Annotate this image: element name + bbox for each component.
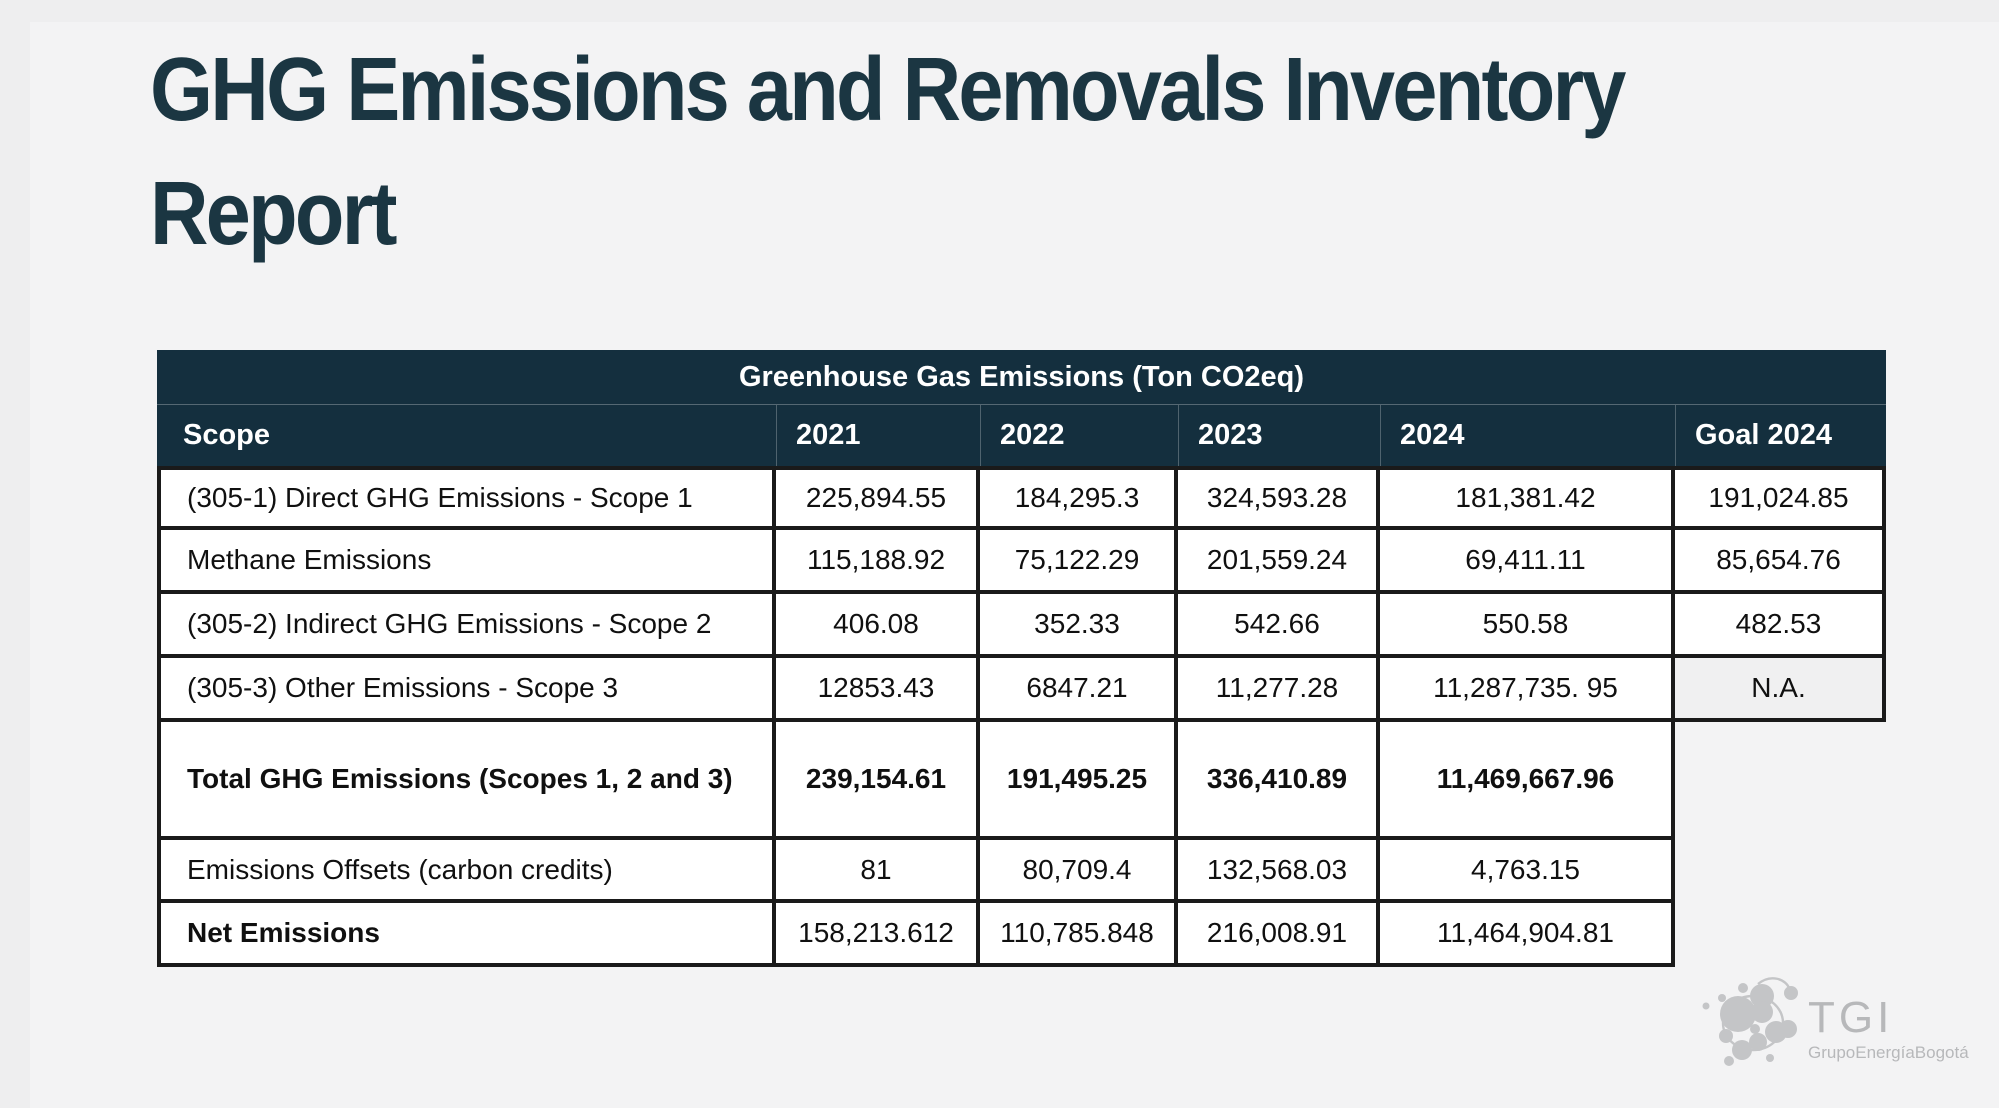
table-row-scope2: (305-2) Indirect GHG Emissions - Scope 2… xyxy=(157,594,1886,658)
cell-2023: 336,410.89 xyxy=(1178,722,1380,840)
cell-2024: 11,287,735. 95 xyxy=(1380,658,1675,722)
cell-2022: 191,495.25 xyxy=(980,722,1178,840)
column-header-2024: 2024 xyxy=(1380,405,1675,466)
cell-2022: 80,709.4 xyxy=(980,840,1178,903)
cell-2022: 6847.21 xyxy=(980,658,1178,722)
cell-2023: 132,568.03 xyxy=(1178,840,1380,903)
row-label: (305-2) Indirect GHG Emissions - Scope 2 xyxy=(157,594,776,658)
row-label: Net Emissions xyxy=(157,903,776,967)
table-row-scope3: (305-3) Other Emissions - Scope 3 12853.… xyxy=(157,658,1886,722)
column-header-2023: 2023 xyxy=(1178,405,1380,466)
cell-2021: 12853.43 xyxy=(776,658,980,722)
column-header-2021: 2021 xyxy=(776,405,980,466)
row-label: Total GHG Emissions (Scopes 1, 2 and 3) xyxy=(157,722,776,840)
cell-goal: 191,024.85 xyxy=(1675,466,1886,530)
cell-2022: 352.33 xyxy=(980,594,1178,658)
cell-goal-na: N.A. xyxy=(1675,658,1886,722)
cell-2024: 181,381.42 xyxy=(1380,466,1675,530)
cell-2024: 69,411.11 xyxy=(1380,530,1675,594)
table-row-offsets: Emissions Offsets (carbon credits) 81 80… xyxy=(157,840,1886,903)
cell-2023: 201,559.24 xyxy=(1178,530,1380,594)
cell-2024: 11,469,667.96 xyxy=(1380,722,1675,840)
tgi-logo: TGI GrupoEnergíaBogotá xyxy=(1698,962,1969,1082)
cell-goal: 85,654.76 xyxy=(1675,530,1886,594)
page-title: GHG Emissions and Removals Inventory Rep… xyxy=(150,40,1626,265)
column-header-2022: 2022 xyxy=(980,405,1178,466)
table-row-net: Net Emissions 158,213.612 110,785.848 21… xyxy=(157,903,1886,967)
emissions-table: Greenhouse Gas Emissions (Ton CO2eq) Sco… xyxy=(157,350,1886,967)
cell-2023: 11,277.28 xyxy=(1178,658,1380,722)
cell-2021: 158,213.612 xyxy=(776,903,980,967)
cell-2023: 216,008.91 xyxy=(1178,903,1380,967)
table-header-row: Scope 2021 2022 2023 2024 Goal 2024 xyxy=(157,404,1886,466)
cell-2022: 75,122.29 xyxy=(980,530,1178,594)
logo-name: TGI xyxy=(1808,992,1894,1042)
table-row-total: Total GHG Emissions (Scopes 1, 2 and 3) … xyxy=(157,722,1886,840)
cell-2022: 184,295.3 xyxy=(980,466,1178,530)
cell-goal: 482.53 xyxy=(1675,594,1886,658)
logo-subtitle: GrupoEnergíaBogotá xyxy=(1808,1043,1969,1063)
table-title: Greenhouse Gas Emissions (Ton CO2eq) xyxy=(157,350,1886,404)
cell-2024: 11,464,904.81 xyxy=(1380,903,1675,967)
row-label: (305-3) Other Emissions - Scope 3 xyxy=(157,658,776,722)
column-header-goal-2024: Goal 2024 xyxy=(1675,405,1886,466)
table-row-scope1: (305-1) Direct GHG Emissions - Scope 1 2… xyxy=(157,466,1886,530)
table-row-methane: Methane Emissions 115,188.92 75,122.29 2… xyxy=(157,530,1886,594)
cell-2021: 115,188.92 xyxy=(776,530,980,594)
cell-2023: 324,593.28 xyxy=(1178,466,1380,530)
cell-2021: 81 xyxy=(776,840,980,903)
molecule-logo-icon xyxy=(1702,977,1798,1066)
cell-2021: 239,154.61 xyxy=(776,722,980,840)
cell-2024: 4,763.15 xyxy=(1380,840,1675,903)
cell-2024: 550.58 xyxy=(1380,594,1675,658)
row-label: Methane Emissions xyxy=(157,530,776,594)
cell-2021: 225,894.55 xyxy=(776,466,980,530)
column-header-scope: Scope xyxy=(183,419,271,451)
cell-2021: 406.08 xyxy=(776,594,980,658)
row-label: Emissions Offsets (carbon credits) xyxy=(157,840,776,903)
cell-2023: 542.66 xyxy=(1178,594,1380,658)
row-label: (305-1) Direct GHG Emissions - Scope 1 xyxy=(157,466,776,530)
cell-2022: 110,785.848 xyxy=(980,903,1178,967)
